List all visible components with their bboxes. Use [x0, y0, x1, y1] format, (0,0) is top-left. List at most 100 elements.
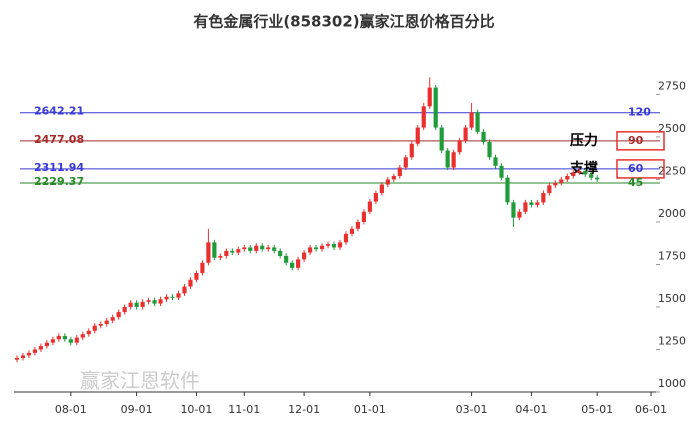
y-tick-label: 1750: [658, 249, 686, 262]
level-box: [616, 159, 665, 179]
candle-body: [463, 127, 468, 141]
candle-body: [278, 250, 283, 256]
x-tick-label: 08-01: [55, 403, 87, 416]
candle-body: [475, 112, 480, 132]
candle-body: [379, 184, 384, 194]
candle-body: [62, 335, 67, 340]
candle-body: [50, 339, 55, 343]
candle-body: [290, 262, 295, 268]
candle-body: [403, 157, 408, 168]
candle-body: [122, 306, 127, 313]
candle-body: [577, 170, 582, 173]
candle-body: [421, 106, 426, 128]
candle-body: [164, 296, 169, 300]
x-tick-label: 05-01: [581, 403, 613, 416]
candle-body: [385, 179, 390, 185]
candle-body: [212, 242, 217, 258]
candle-body: [565, 176, 570, 180]
candle-body: [20, 355, 26, 358]
level-name: 120: [628, 106, 651, 119]
candle-body: [307, 247, 313, 253]
candle-body: [469, 112, 474, 128]
candle-body: [415, 127, 420, 144]
y-tick-label: 1250: [658, 334, 686, 347]
x-tick-label: 01-01: [354, 403, 386, 416]
candle-body: [535, 202, 540, 205]
candle-body: [116, 312, 121, 318]
candle-body: [451, 152, 456, 168]
candle-body: [355, 221, 361, 229]
candle-body: [146, 300, 151, 302]
x-tick-label: 10-01: [180, 403, 212, 416]
candle-body: [409, 143, 414, 158]
x-tick-label: 04-01: [515, 403, 547, 416]
candle-body: [26, 352, 32, 356]
candle-body: [296, 259, 301, 268]
watermark: 赢家江恩软件: [80, 369, 200, 393]
candle-body: [439, 127, 444, 151]
level-value: 2642.21: [34, 105, 84, 118]
candle-body: [224, 250, 229, 256]
candle-body: [248, 247, 253, 251]
y-tick-label: 2750: [658, 79, 686, 92]
candle-body: [541, 193, 546, 203]
candle-body: [236, 249, 241, 253]
level-value: 2311.94: [34, 161, 84, 174]
level-name: 90: [628, 134, 644, 147]
candle-body: [445, 150, 450, 168]
level-tag: 压力: [570, 132, 598, 149]
candle-body: [493, 157, 498, 166]
candle-body: [349, 228, 355, 234]
candle-body: [140, 301, 145, 307]
candle-body: [272, 247, 277, 251]
candle-body: [158, 299, 163, 304]
y-tick-label: 1000: [658, 377, 686, 390]
candle-body: [188, 279, 193, 287]
candle-body: [487, 142, 492, 158]
candle-body: [589, 174, 594, 178]
candle-body: [218, 255, 223, 258]
x-tick-label: 11-01: [228, 403, 260, 416]
candle-body: [74, 337, 79, 343]
level-name: 45: [628, 176, 643, 189]
candle-body: [391, 176, 396, 180]
candle-body: [583, 170, 588, 175]
chart-title: 有色金属行业(858302)赢家江恩价格百分比: [193, 13, 494, 31]
candle-body: [343, 233, 349, 243]
candle-body: [499, 165, 504, 178]
candle-body: [68, 339, 73, 343]
candle-body: [128, 302, 133, 307]
candle-body: [511, 202, 516, 218]
candle-body: [230, 250, 235, 253]
x-tick-label: 09-01: [121, 403, 153, 416]
candle-body: [373, 193, 378, 202]
candle-body: [242, 247, 247, 250]
x-tick-label: 03-01: [456, 403, 488, 416]
candle-body: [194, 272, 199, 280]
candle-body: [98, 323, 103, 326]
candle-body: [361, 211, 367, 222]
candle-body: [517, 211, 522, 218]
candle-body: [104, 320, 109, 324]
candle-body: [38, 346, 44, 350]
level-name: 60: [628, 162, 644, 175]
candle-body: [337, 242, 343, 248]
candle-body: [206, 242, 211, 263]
candle-body: [319, 245, 325, 250]
candle-body: [523, 202, 528, 212]
candle-body: [134, 302, 139, 307]
y-tick-label: 2500: [658, 122, 686, 135]
candle-body: [92, 325, 97, 331]
candle-body: [313, 247, 319, 250]
candle-body: [32, 349, 38, 353]
candle-body: [302, 252, 307, 260]
candle-body: [505, 177, 510, 203]
candle-body: [433, 87, 438, 128]
candle-body: [481, 131, 486, 143]
candle-body: [284, 255, 289, 263]
candle-body: [595, 177, 600, 180]
candle-body: [547, 185, 552, 194]
y-tick-label: 1500: [658, 292, 686, 305]
candle-body: [427, 87, 432, 107]
y-tick-label: 2000: [658, 207, 686, 220]
